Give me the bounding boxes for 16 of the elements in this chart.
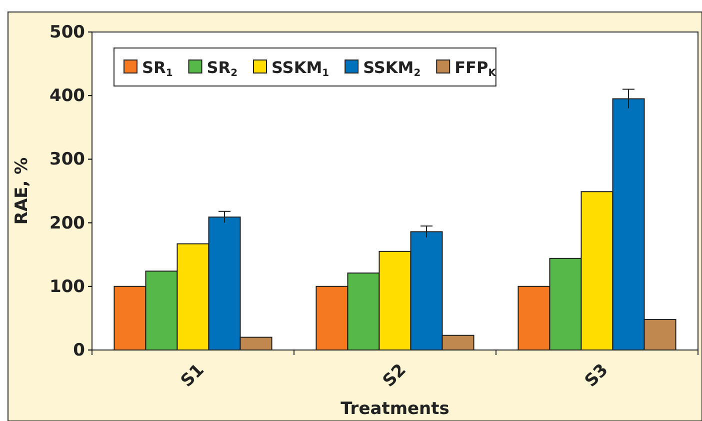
y-tick-label: 0: [73, 340, 86, 360]
y-tick-label: 200: [50, 213, 86, 234]
y-tick-label: 500: [50, 22, 86, 42]
x-tick-label: S1: [177, 360, 208, 392]
x-tick-label: S2: [379, 360, 410, 392]
y-tick-label: 100: [50, 276, 86, 297]
legend-label: SR$_{2}$: [206, 58, 238, 79]
legend-label: SSKM$_{2}$: [363, 58, 421, 79]
legend-label: FFP$_{K}$: [454, 58, 496, 79]
legend-label: SR$_{1}$: [142, 58, 173, 79]
y-tick-label: 300: [50, 150, 86, 170]
x-axis-title: Treatments: [340, 399, 450, 419]
y-axis-title: RAE, %: [12, 157, 32, 225]
x-tick-label: S3: [581, 360, 612, 392]
legend-label: SSKM$_{1}$: [272, 58, 330, 79]
y-tick-label: 400: [50, 86, 86, 106]
